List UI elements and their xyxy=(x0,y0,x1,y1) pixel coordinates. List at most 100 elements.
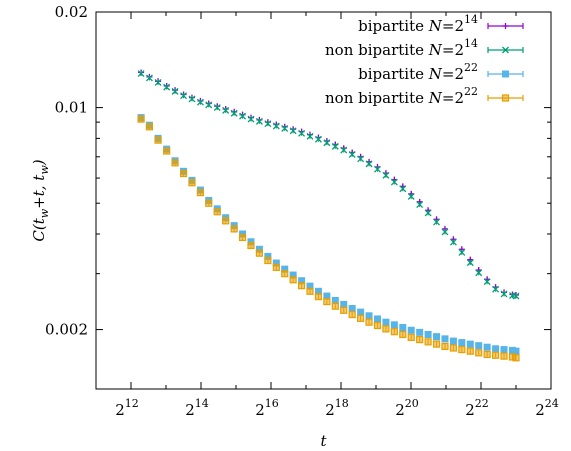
data-point xyxy=(475,349,483,357)
x-tick-label: 216 xyxy=(255,397,279,419)
y-tick-label: 0.02 xyxy=(55,3,88,21)
data-point xyxy=(340,300,348,308)
data-point xyxy=(289,127,297,135)
legend-marker xyxy=(501,94,510,102)
data-point xyxy=(323,139,331,147)
data-point xyxy=(512,347,520,355)
data-point xyxy=(222,106,230,114)
data-point xyxy=(205,101,213,109)
data-point xyxy=(449,238,457,246)
data-point xyxy=(382,171,390,179)
data-point xyxy=(390,178,398,186)
data-point xyxy=(433,333,441,341)
y-label-c: C(t xyxy=(30,217,48,241)
data-point xyxy=(222,217,230,225)
data-point xyxy=(399,185,407,193)
data-point xyxy=(154,78,162,86)
data-point xyxy=(449,344,458,352)
data-point xyxy=(196,98,204,106)
data-point xyxy=(281,270,289,278)
y-label-mid: +t, t xyxy=(30,174,48,209)
data-point xyxy=(424,330,432,338)
data-point xyxy=(390,328,398,336)
legend-marker xyxy=(502,23,509,29)
data-point xyxy=(500,346,508,354)
data-point xyxy=(449,337,457,345)
data-point xyxy=(466,347,474,355)
x-tick-label: 212 xyxy=(115,397,139,419)
data-point xyxy=(500,290,508,298)
data-point xyxy=(399,330,407,339)
data-point xyxy=(264,256,272,265)
data-point xyxy=(348,305,356,313)
data-point xyxy=(145,123,154,131)
data-point xyxy=(492,345,500,353)
data-point xyxy=(390,321,398,329)
data-point xyxy=(196,188,205,197)
data-point xyxy=(483,278,491,286)
data-point xyxy=(458,248,466,256)
plot-frame xyxy=(95,11,552,390)
data-point xyxy=(230,109,238,117)
data-point xyxy=(239,112,247,120)
legend-label: non bipartite N=222 xyxy=(325,85,478,107)
series-4 xyxy=(137,115,520,362)
data-point xyxy=(247,115,255,123)
data-point xyxy=(331,296,339,304)
data-point xyxy=(306,132,314,140)
x-tick-label: 224 xyxy=(535,397,559,419)
data-point xyxy=(289,276,297,284)
data-point xyxy=(137,70,145,78)
data-point xyxy=(433,218,440,226)
data-point xyxy=(466,259,474,267)
legend-label: non bipartite N=214 xyxy=(325,37,478,59)
data-point xyxy=(365,318,373,326)
data-point xyxy=(458,345,466,354)
data-point xyxy=(475,342,483,350)
y-tick-label: 0.01 xyxy=(55,99,88,117)
data-point xyxy=(424,209,432,217)
data-point xyxy=(238,233,247,242)
data-point xyxy=(512,354,520,362)
x-tick-label: 214 xyxy=(185,397,209,419)
data-point xyxy=(272,263,280,271)
data-point xyxy=(213,104,221,112)
legend-label: bipartite N=222 xyxy=(358,61,478,83)
x-tick-label: 222 xyxy=(465,397,489,419)
legend-marker xyxy=(502,70,509,78)
data-point xyxy=(188,95,196,103)
data-point xyxy=(298,129,306,137)
data-point xyxy=(179,169,188,178)
series-2 xyxy=(137,70,520,300)
data-point xyxy=(432,340,441,348)
data-point xyxy=(416,201,424,209)
data-point xyxy=(331,302,339,310)
data-point xyxy=(365,160,373,168)
data-point xyxy=(145,74,153,82)
data-point xyxy=(441,335,449,343)
data-point xyxy=(180,92,188,100)
data-point xyxy=(314,135,322,143)
y-label-end: ) xyxy=(30,159,48,166)
legend-label: bipartite N=214 xyxy=(358,13,478,35)
data-point xyxy=(382,318,390,326)
x-axis-label: t xyxy=(320,432,327,450)
data-point xyxy=(399,324,407,332)
data-point xyxy=(247,241,255,250)
data-point xyxy=(466,340,474,348)
data-point xyxy=(357,314,365,322)
data-point xyxy=(255,249,264,257)
data-point xyxy=(348,150,356,158)
y-tick-label: 0.002 xyxy=(45,321,88,339)
y-label-sub2: w xyxy=(38,165,51,175)
data-marks xyxy=(137,69,520,362)
data-point xyxy=(407,333,415,341)
data-point xyxy=(365,312,373,320)
axis-tick-labels: 212 214 216 218 220 222 224 0.002 0.01 0.02 xyxy=(45,3,559,419)
data-point xyxy=(373,315,381,323)
data-point xyxy=(163,147,171,155)
data-point xyxy=(205,199,213,207)
x-tick-label: 218 xyxy=(325,397,349,419)
